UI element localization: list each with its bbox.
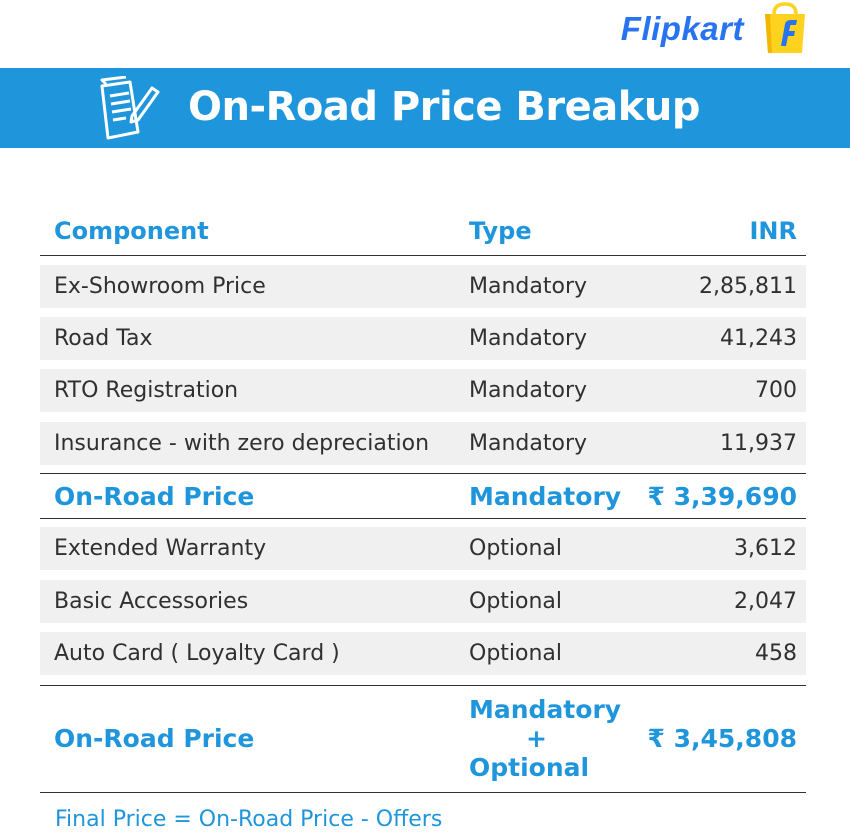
row-type: Mandatory [469,378,588,403]
divider [40,685,806,686]
row-component: Extended Warranty [54,536,267,561]
row-amount: 2,85,811 [699,274,797,299]
row-type: Optional [469,589,563,614]
row-type: Optional [469,641,563,666]
row-component: Basic Accessories [54,589,249,614]
table-row: RTO Registration Mandatory 700 [40,369,806,412]
total-row: On-Road Price Mandatory + Optional ₹ 3,4… [40,686,806,790]
row-component: Insurance - with zero depreciation [54,431,430,456]
row-amount: 458 [755,641,797,666]
shopping-bag-f-icon [765,2,805,53]
document-pen-icon [100,76,160,140]
divider [40,518,806,519]
table-row: Auto Card ( Loyalty Card ) Optional 458 [40,632,806,675]
table-row: Basic Accessories Optional 2,047 [40,580,806,623]
total-type-mandatory: Mandatory [469,694,622,724]
total-amount: ₹ 3,45,808 [647,723,797,753]
header-amount: INR [749,217,798,245]
brand-name: Flipkart [620,10,744,47]
row-amount: 3,612 [734,536,797,561]
subtotal-row: On-Road Price Mandatory ₹ 3,39,690 [40,474,806,518]
table-row: Extended Warranty Optional 3,612 [40,527,806,570]
row-type: Optional [469,536,563,561]
row-component: Road Tax [54,326,153,351]
table-row: Road Tax Mandatory 41,243 [40,317,806,360]
total-label: On-Road Price [54,723,255,753]
row-component: Auto Card ( Loyalty Card ) [54,641,340,666]
header-component: Component [54,217,209,245]
total-type-plus: + [526,723,547,753]
row-type: Mandatory [469,326,588,351]
table-header: Component Type INR [40,208,806,254]
row-amount: 2,047 [734,589,797,614]
table-row: Ex-Showroom Price Mandatory 2,85,811 [40,265,806,308]
row-amount: 700 [755,378,797,403]
row-component: RTO Registration [54,378,239,403]
header-type: Type [469,217,532,245]
row-component: Ex-Showroom Price [54,274,266,299]
title-banner: On-Road Price Breakup [0,68,850,148]
banner-title: On-Road Price Breakup [188,84,700,130]
brand-header: Flipkart [0,0,850,68]
subtotal-type: Mandatory [469,481,622,511]
subtotal-label: On-Road Price [54,481,255,511]
row-type: Mandatory [469,431,588,456]
divider [40,473,806,474]
table-row: Insurance - with zero depreciation Manda… [40,422,806,465]
divider [40,255,806,256]
divider [40,792,806,793]
total-type: Mandatory + Optional [469,686,621,790]
total-type-optional: Optional [469,752,590,782]
row-type: Mandatory [469,274,588,299]
subtotal-amount: ₹ 3,39,690 [647,481,797,511]
row-amount: 11,937 [720,431,797,456]
final-price-note: Final Price = On-Road Price - Offers [55,807,443,832]
row-amount: 41,243 [720,326,797,351]
